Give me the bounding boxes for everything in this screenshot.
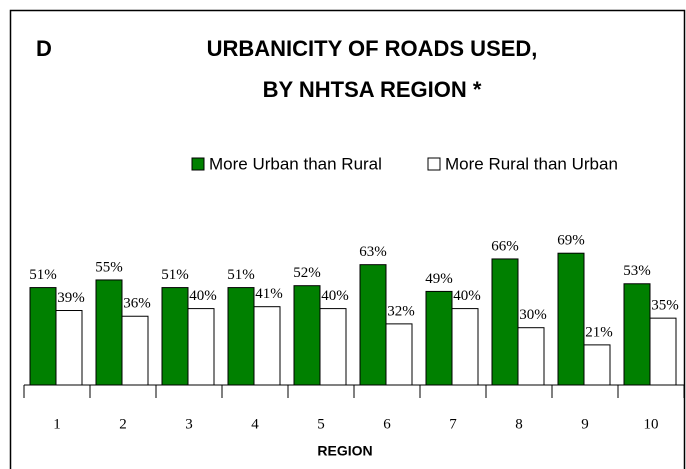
bar <box>359 264 387 386</box>
x-tick-label: 2 <box>119 416 127 432</box>
bar <box>557 252 585 386</box>
bar <box>293 285 321 386</box>
data-label: 40% <box>189 288 217 304</box>
bar <box>161 287 189 386</box>
data-label: 40% <box>453 288 481 304</box>
x-tick-label: 10 <box>644 416 659 432</box>
data-label: 21% <box>585 324 613 340</box>
legend-swatch <box>427 157 441 171</box>
bar <box>227 287 255 386</box>
bar <box>649 317 677 386</box>
panel-label: D <box>36 36 52 61</box>
x-tick-label: 7 <box>449 416 457 432</box>
frame <box>9 9 686 469</box>
x-tick-label: 6 <box>383 416 391 432</box>
x-tick-label: 4 <box>251 416 259 432</box>
data-label: 36% <box>123 296 151 312</box>
data-label: 35% <box>651 298 679 314</box>
bar <box>187 308 215 386</box>
bar <box>491 258 519 386</box>
x-axis-label: REGION <box>317 443 372 459</box>
chart-title: BY NHTSA REGION * <box>263 77 482 102</box>
bar <box>29 287 57 386</box>
data-label: 40% <box>321 288 349 304</box>
data-label: 51% <box>161 267 189 283</box>
data-label: 55% <box>95 259 123 275</box>
data-label: 69% <box>557 233 585 249</box>
bar <box>623 283 651 386</box>
bar <box>319 308 347 386</box>
data-label: 53% <box>623 263 651 279</box>
x-tick-label: 3 <box>185 416 193 432</box>
x-tick-label: 8 <box>515 416 523 432</box>
legend-label: More Urban than Rural <box>209 154 382 173</box>
data-label: 51% <box>227 267 255 283</box>
data-label: 30% <box>519 307 547 323</box>
data-label: 41% <box>255 286 283 302</box>
data-label: 32% <box>387 303 415 319</box>
bar <box>583 344 611 386</box>
legend-swatch <box>191 157 205 171</box>
data-label: 39% <box>57 290 85 306</box>
bar <box>253 306 281 386</box>
x-tick-label: 5 <box>317 416 325 432</box>
chart-title: URBANICITY OF ROADS USED, <box>207 36 538 61</box>
x-tick-label: 9 <box>581 416 589 432</box>
data-label: 63% <box>359 244 387 260</box>
data-label: 49% <box>425 271 453 287</box>
data-label: 51% <box>29 267 57 283</box>
bar <box>451 308 479 386</box>
bar <box>55 310 83 386</box>
data-label: 52% <box>293 265 321 281</box>
data-label: 66% <box>491 238 519 254</box>
bar <box>425 290 453 386</box>
bar <box>95 279 123 386</box>
legend-label: More Rural than Urban <box>445 154 618 173</box>
bar <box>517 327 545 386</box>
bar <box>121 315 149 386</box>
bar <box>385 323 413 386</box>
x-tick-label: 1 <box>53 416 61 432</box>
